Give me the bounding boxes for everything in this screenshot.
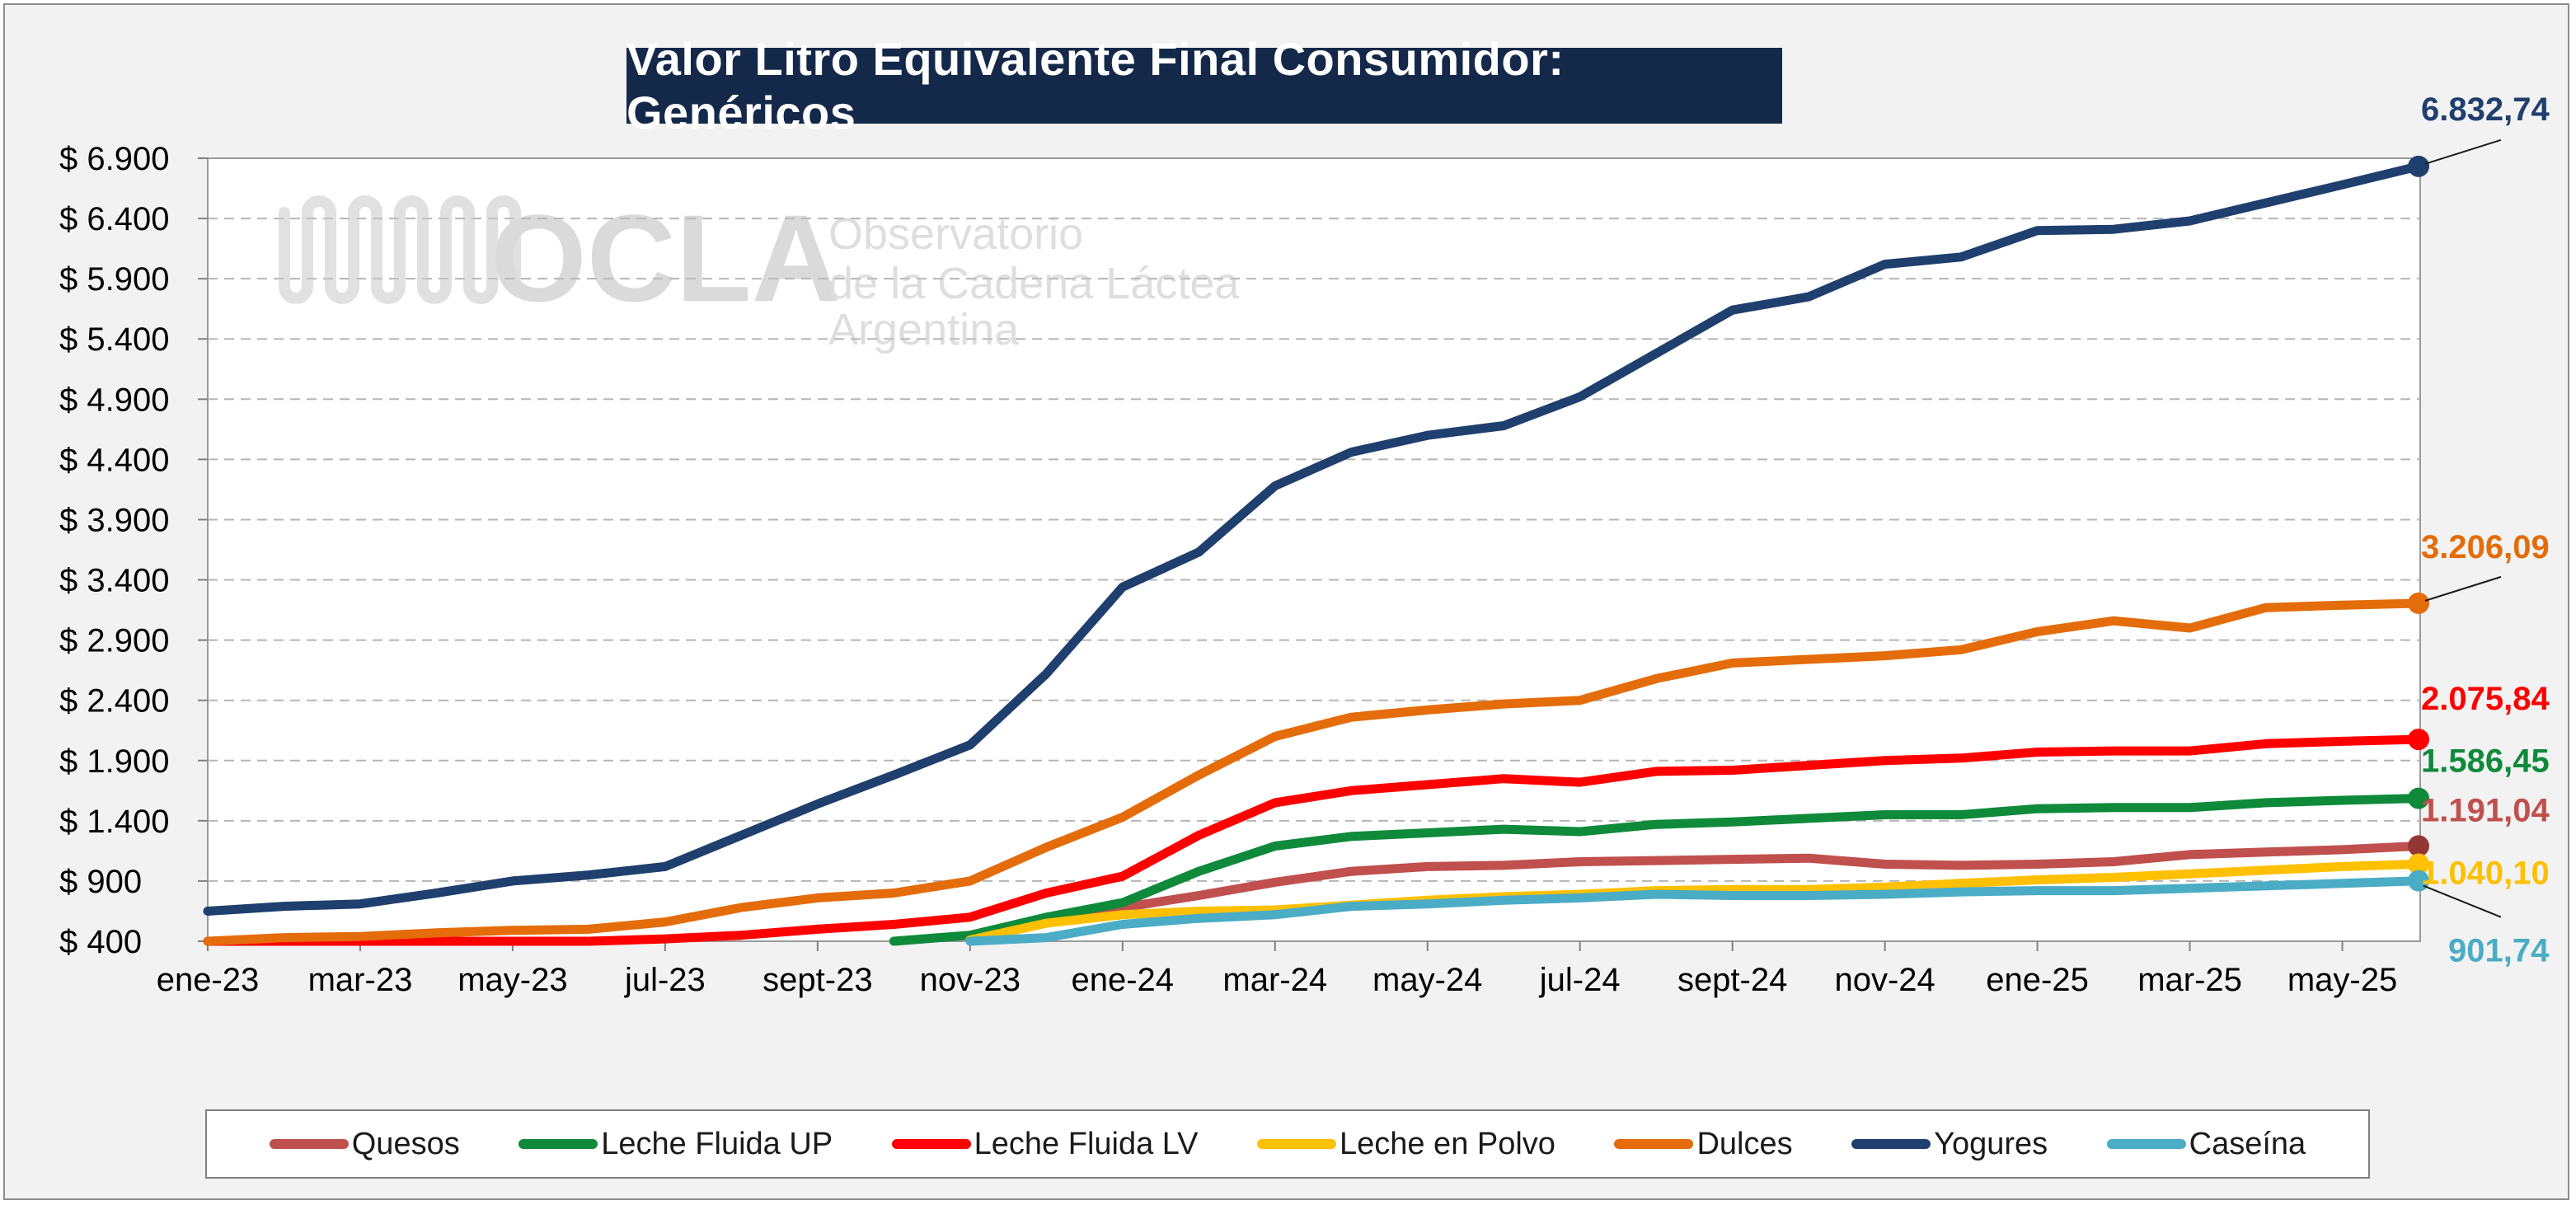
legend-swatch xyxy=(1614,1139,1694,1149)
label-leader xyxy=(2423,884,2502,918)
x-tick-label: ene-23 xyxy=(157,962,260,998)
watermark-line1: Observatorio xyxy=(828,209,1083,259)
end-value-label: 6.832,74 xyxy=(2421,91,2550,128)
legend-label: Leche en Polvo xyxy=(1339,1126,1555,1161)
x-tick-label: ene-24 xyxy=(1072,962,1175,998)
x-tick-label: mar-23 xyxy=(308,962,413,998)
x-tick-label: mar-25 xyxy=(2137,962,2242,998)
legend-label: Dulces xyxy=(1696,1126,1793,1161)
x-tick-label: mar-24 xyxy=(1222,962,1327,998)
series-line-dulces xyxy=(203,598,2424,946)
y-tick-label: $ 900 xyxy=(59,864,142,900)
x-tick-label: sept-23 xyxy=(762,962,872,998)
legend-swatch xyxy=(269,1139,349,1149)
legend-label: Leche Fluida LV xyxy=(974,1126,1199,1161)
legend-swatch xyxy=(2106,1139,2186,1149)
gridlines xyxy=(208,218,2420,882)
y-tick-label: $ 1.900 xyxy=(59,743,169,780)
label-leader xyxy=(2424,575,2502,602)
watermark-brand: OCLA xyxy=(490,189,841,327)
end-value-label: 1.040,10 xyxy=(2421,855,2550,891)
x-tick-label: jul-24 xyxy=(1539,962,1621,998)
watermark-line2: de la Cadena Láctea xyxy=(828,259,1240,308)
x-tick-label: may-25 xyxy=(2287,962,2397,998)
legend-item: Caseína xyxy=(2106,1126,2306,1162)
series-line-leche-fluida-up xyxy=(889,794,2424,946)
legend-item: Yogures xyxy=(1851,1127,2048,1162)
endpoint-marker xyxy=(2408,835,2429,857)
legend-label: Yogures xyxy=(1934,1126,2048,1161)
end-value-label: 901,74 xyxy=(2448,933,2550,969)
y-tick-label: $ 5.400 xyxy=(59,321,169,358)
x-tick-label: nov-24 xyxy=(1834,962,1935,998)
label-leader xyxy=(2424,138,2502,165)
x-tick-label: nov-23 xyxy=(920,962,1021,998)
watermark-line3: Argentina xyxy=(828,305,1020,354)
legend-label: Caseína xyxy=(2189,1126,2306,1161)
legend-swatch xyxy=(1256,1139,1336,1149)
legend-label: Quesos xyxy=(351,1126,460,1161)
y-tick-label: $ 6.400 xyxy=(59,201,169,237)
y-tick-label: $ 5.900 xyxy=(59,261,169,298)
x-tick-label: may-24 xyxy=(1372,962,1482,998)
y-tick-label: $ 2.400 xyxy=(59,683,169,720)
end-labels: 1.191,04 1.586,45 2.075,84 3.206,09 6.832,74… xyxy=(2421,91,2550,969)
legend-item: Dulces xyxy=(1614,1126,1793,1162)
y-axis: $ 400 $ 900 $ 1.400 $ 1.900 $ 2.400 $ 2.900 $ … xyxy=(59,141,208,960)
legend-swatch xyxy=(1851,1139,1931,1149)
chart-title: Valor Litro Equivalente Final Consumidor… xyxy=(626,33,1782,138)
y-tick-label: $ 6.900 xyxy=(59,141,169,177)
legend-item: Quesos xyxy=(269,1126,460,1162)
end-value-label: 2.075,84 xyxy=(2421,681,2550,717)
legend: Quesos Leche Fluida UP Leche Fluida LV Lech… xyxy=(205,1109,2370,1179)
y-tick-label: $ 1.400 xyxy=(59,804,169,840)
x-tick-label: may-23 xyxy=(457,962,567,998)
series-line-leche-en-polvo xyxy=(965,859,2424,945)
ocla-logo-icon xyxy=(279,195,521,304)
y-tick-label: $ 4.400 xyxy=(59,442,169,478)
end-value-label: 1.586,45 xyxy=(2421,743,2550,780)
x-tick-label: sept-24 xyxy=(1677,962,1787,998)
ocla-watermark: OCLA Observatorio de la Cadena Láctea Ar… xyxy=(279,189,1240,354)
series-line-leche-fluida-lv xyxy=(203,734,2424,946)
legend-item: Leche Fluida UP xyxy=(518,1127,833,1162)
y-tick-label: $ 3.900 xyxy=(59,502,169,538)
end-value-label: 3.206,09 xyxy=(2421,529,2550,565)
x-axis: ene-23 mar-23 may-23 jul-23 sept-23 nov-23 ene… xyxy=(157,941,2397,998)
endpoint-marker xyxy=(2408,787,2429,809)
y-tick-label: $ 400 xyxy=(59,924,142,960)
series-line-yogures xyxy=(203,162,2424,916)
endpoint-marker xyxy=(2408,729,2429,751)
legend-swatch xyxy=(891,1139,971,1149)
end-value-label: 1.191,04 xyxy=(2421,792,2550,828)
series-lines xyxy=(203,162,2424,946)
endpoint-marker xyxy=(2408,155,2429,177)
x-tick-label: jul-23 xyxy=(624,962,706,998)
series-line-case-na xyxy=(965,876,2424,946)
legend-item: Leche Fluida LV xyxy=(891,1126,1199,1162)
legend-swatch xyxy=(518,1139,598,1149)
x-tick-label: ene-25 xyxy=(1986,962,2089,998)
endpoint-marker xyxy=(2408,592,2429,614)
endpoint-marker xyxy=(2408,853,2429,875)
series-line-quesos xyxy=(965,841,2424,941)
y-tick-label: $ 4.900 xyxy=(59,382,169,418)
legend-item: Leche en Polvo xyxy=(1256,1126,1555,1162)
y-tick-label: $ 3.400 xyxy=(59,563,169,599)
y-tick-label: $ 2.900 xyxy=(59,623,169,659)
legend-label: Leche Fluida UP xyxy=(601,1126,833,1161)
